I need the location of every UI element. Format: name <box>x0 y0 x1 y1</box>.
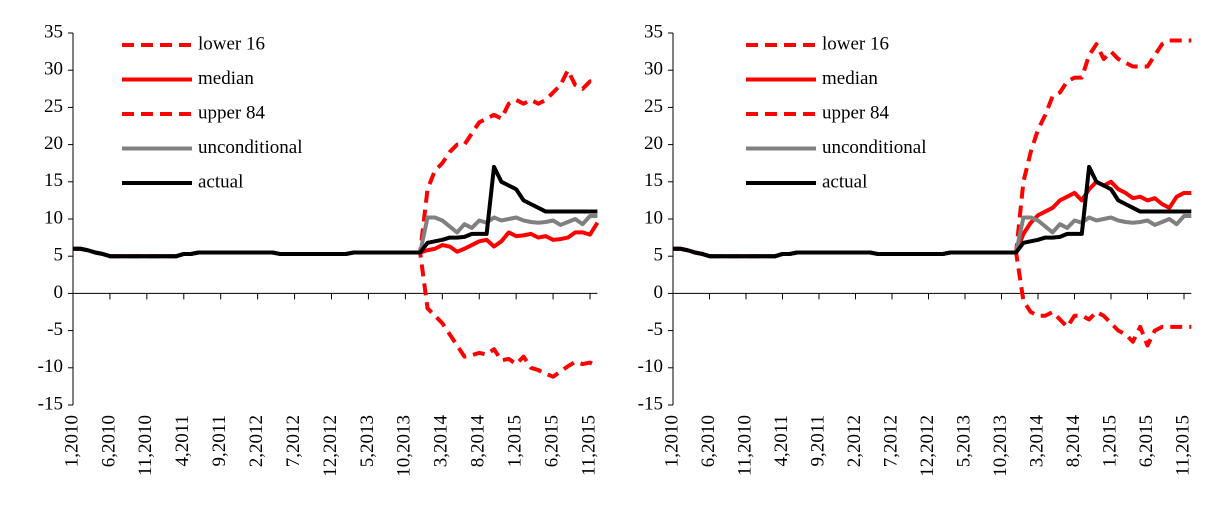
y-tick-label: -5 <box>47 319 63 340</box>
x-tick-label: 2,2012 <box>246 415 267 467</box>
y-tick-label: -10 <box>38 356 63 377</box>
y-tick-label: 0 <box>654 282 664 303</box>
y-tick-label: 5 <box>54 245 64 266</box>
series-line <box>73 68 598 259</box>
legend-label: upper 84 <box>822 102 890 123</box>
y-tick-label: 25 <box>644 96 663 117</box>
y-tick-label: 35 <box>644 21 663 42</box>
y-tick-label: 35 <box>44 21 63 42</box>
y-tick-label: -5 <box>647 319 663 340</box>
x-tick-label: 3,2014 <box>1026 415 1047 468</box>
x-tick-label: 12,2012 <box>320 415 341 477</box>
series-line <box>673 164 1192 259</box>
x-tick-label: 1,2010 <box>61 415 82 467</box>
legend-label: median <box>198 68 254 89</box>
x-tick-label: 8,2014 <box>468 415 489 468</box>
y-tick-label: 5 <box>654 245 664 266</box>
series-line <box>73 221 600 259</box>
panel: -15 -10 -5 0 5 10 15 20 25 30 35 1,2010 6,2010 11,201… <box>38 21 600 476</box>
x-tick-label: 11,2010 <box>135 415 156 476</box>
y-tick-label: 25 <box>44 96 63 117</box>
x-tick-label: 9,2011 <box>209 415 230 467</box>
x-tick-label: 4,2011 <box>172 415 193 467</box>
y-tick-label: 20 <box>644 133 663 154</box>
y-tick-label: 20 <box>44 133 63 154</box>
x-tick-label: 12,2012 <box>917 415 938 477</box>
y-tick-label: 0 <box>54 282 64 303</box>
y-tick-label: 10 <box>44 207 63 228</box>
x-tick-label: 11,2015 <box>1172 415 1193 476</box>
legend-label: upper 84 <box>198 102 266 123</box>
x-tick-label: 6,2015 <box>541 415 562 467</box>
x-tick-label: 7,2012 <box>283 415 304 467</box>
legend-label: actual <box>822 171 867 192</box>
x-tick-label: 6,2015 <box>1136 415 1157 467</box>
y-tick-label: 10 <box>644 207 663 228</box>
x-tick-label: 1,2015 <box>505 415 526 467</box>
legend-label: median <box>822 68 878 89</box>
y-tick-label: -10 <box>638 356 663 377</box>
y-tick-label: 30 <box>644 59 663 80</box>
y-tick-label: 15 <box>644 170 663 191</box>
x-tick-label: 10,2013 <box>394 415 415 477</box>
x-tick-label: 2,2012 <box>844 415 865 467</box>
legend-label: lower 16 <box>822 33 889 54</box>
x-tick-label: 1,2010 <box>661 415 682 467</box>
y-tick-label: 30 <box>44 59 63 80</box>
y-tick-label: -15 <box>638 393 663 414</box>
legend-label: unconditional <box>198 137 302 158</box>
panel: -15 -10 -5 0 5 10 15 20 25 30 35 1,2010 6,2010 11,201… <box>638 21 1194 476</box>
x-tick-label: 7,2012 <box>880 415 901 467</box>
x-tick-label: 5,2013 <box>357 415 378 467</box>
legend-label: actual <box>198 171 243 192</box>
x-tick-label: 6,2010 <box>698 415 719 467</box>
x-tick-label: 5,2013 <box>953 415 974 467</box>
x-tick-label: 11,2015 <box>578 415 599 476</box>
y-tick-label: -15 <box>38 393 63 414</box>
x-tick-label: 11,2010 <box>734 415 755 476</box>
x-tick-label: 8,2014 <box>1063 415 1084 468</box>
x-tick-label: 10,2013 <box>990 415 1011 477</box>
series-line <box>73 246 599 379</box>
legend-label: unconditional <box>822 137 926 158</box>
legend-label: lower 16 <box>198 33 265 54</box>
series-line <box>673 214 1192 259</box>
series-line <box>673 246 1192 348</box>
y-tick-label: 15 <box>44 170 63 191</box>
series-line <box>73 164 598 259</box>
x-tick-label: 1,2015 <box>1099 415 1120 467</box>
x-tick-label: 3,2014 <box>431 415 452 468</box>
x-tick-label: 6,2010 <box>98 415 119 467</box>
x-tick-label: 4,2011 <box>771 415 792 467</box>
x-tick-label: 9,2011 <box>807 415 828 467</box>
